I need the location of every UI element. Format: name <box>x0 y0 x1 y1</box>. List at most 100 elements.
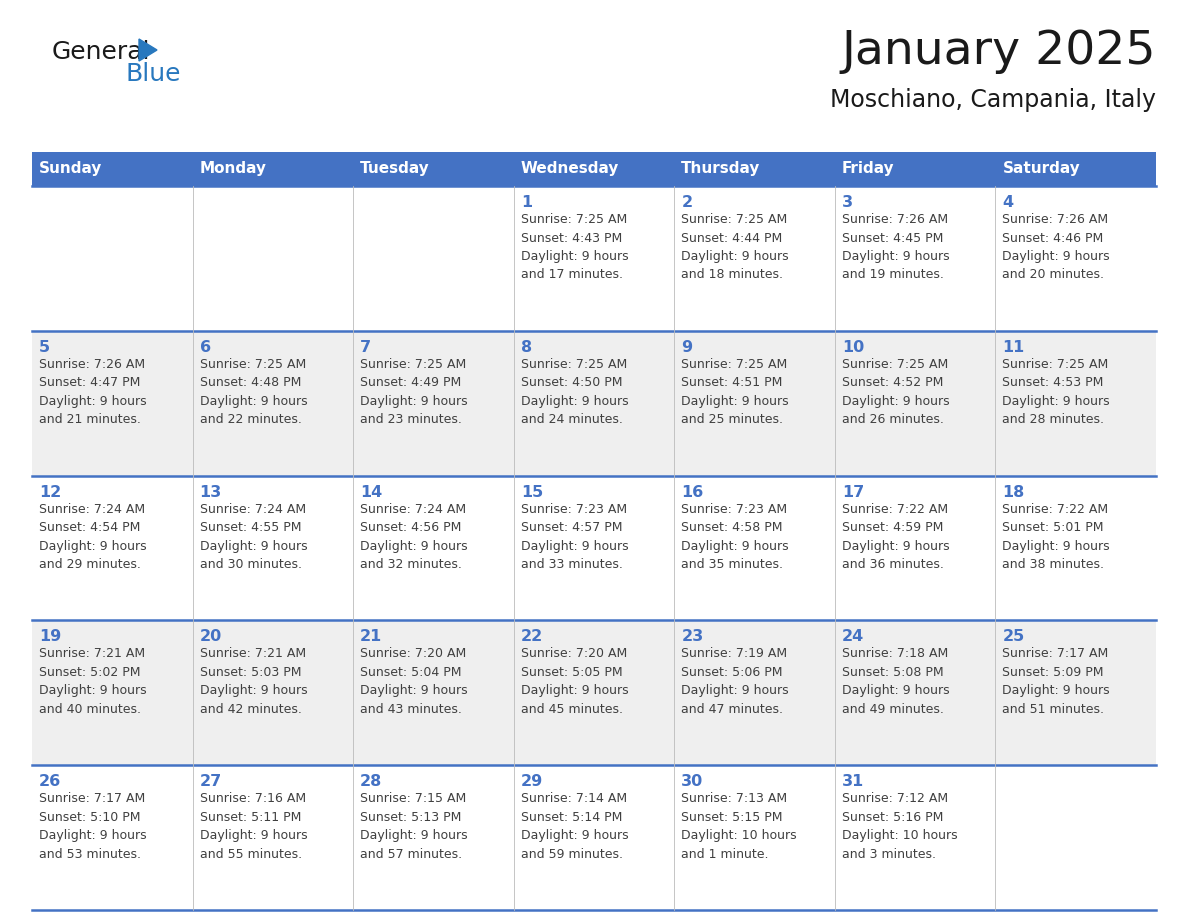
Text: 16: 16 <box>681 485 703 499</box>
Text: 18: 18 <box>1003 485 1025 499</box>
Text: Sunrise: 7:17 AM
Sunset: 5:10 PM
Daylight: 9 hours
and 53 minutes.: Sunrise: 7:17 AM Sunset: 5:10 PM Dayligh… <box>39 792 146 861</box>
Bar <box>192 766 353 910</box>
Text: 9: 9 <box>681 340 693 354</box>
Text: 31: 31 <box>842 774 864 789</box>
Bar <box>835 766 996 910</box>
Text: 5: 5 <box>39 340 50 354</box>
Text: 24: 24 <box>842 630 864 644</box>
Bar <box>513 330 675 476</box>
Bar <box>353 152 513 186</box>
Text: Sunrise: 7:25 AM
Sunset: 4:48 PM
Daylight: 9 hours
and 22 minutes.: Sunrise: 7:25 AM Sunset: 4:48 PM Dayligh… <box>200 358 308 426</box>
Text: Sunrise: 7:14 AM
Sunset: 5:14 PM
Daylight: 9 hours
and 59 minutes.: Sunrise: 7:14 AM Sunset: 5:14 PM Dayligh… <box>520 792 628 861</box>
Bar <box>835 476 996 621</box>
Text: 19: 19 <box>39 630 62 644</box>
Text: 21: 21 <box>360 630 383 644</box>
Text: Sunrise: 7:25 AM
Sunset: 4:51 PM
Daylight: 9 hours
and 25 minutes.: Sunrise: 7:25 AM Sunset: 4:51 PM Dayligh… <box>681 358 789 426</box>
Text: Sunrise: 7:25 AM
Sunset: 4:49 PM
Daylight: 9 hours
and 23 minutes.: Sunrise: 7:25 AM Sunset: 4:49 PM Dayligh… <box>360 358 468 426</box>
Text: 29: 29 <box>520 774 543 789</box>
Bar <box>675 766 835 910</box>
Bar <box>513 766 675 910</box>
Bar <box>192 476 353 621</box>
Text: 14: 14 <box>360 485 383 499</box>
Text: Sunrise: 7:25 AM
Sunset: 4:44 PM
Daylight: 9 hours
and 18 minutes.: Sunrise: 7:25 AM Sunset: 4:44 PM Dayligh… <box>681 213 789 282</box>
Text: 26: 26 <box>39 774 62 789</box>
Text: Sunrise: 7:25 AM
Sunset: 4:43 PM
Daylight: 9 hours
and 17 minutes.: Sunrise: 7:25 AM Sunset: 4:43 PM Dayligh… <box>520 213 628 282</box>
Bar <box>32 186 192 330</box>
Text: Sunrise: 7:13 AM
Sunset: 5:15 PM
Daylight: 10 hours
and 1 minute.: Sunrise: 7:13 AM Sunset: 5:15 PM Dayligh… <box>681 792 797 861</box>
Text: Moschiano, Campania, Italy: Moschiano, Campania, Italy <box>830 88 1156 112</box>
Bar <box>353 766 513 910</box>
Text: 10: 10 <box>842 340 864 354</box>
Text: Sunrise: 7:21 AM
Sunset: 5:03 PM
Daylight: 9 hours
and 42 minutes.: Sunrise: 7:21 AM Sunset: 5:03 PM Dayligh… <box>200 647 308 716</box>
Bar <box>513 152 675 186</box>
Text: Tuesday: Tuesday <box>360 162 430 176</box>
Text: Sunrise: 7:25 AM
Sunset: 4:53 PM
Daylight: 9 hours
and 28 minutes.: Sunrise: 7:25 AM Sunset: 4:53 PM Dayligh… <box>1003 358 1110 426</box>
Bar <box>353 330 513 476</box>
Text: Sunrise: 7:19 AM
Sunset: 5:06 PM
Daylight: 9 hours
and 47 minutes.: Sunrise: 7:19 AM Sunset: 5:06 PM Dayligh… <box>681 647 789 716</box>
Bar <box>32 766 192 910</box>
Text: Sunrise: 7:26 AM
Sunset: 4:45 PM
Daylight: 9 hours
and 19 minutes.: Sunrise: 7:26 AM Sunset: 4:45 PM Dayligh… <box>842 213 949 282</box>
Text: January 2025: January 2025 <box>841 29 1156 74</box>
Bar <box>996 330 1156 476</box>
Text: 1: 1 <box>520 195 532 210</box>
Text: Sunrise: 7:26 AM
Sunset: 4:46 PM
Daylight: 9 hours
and 20 minutes.: Sunrise: 7:26 AM Sunset: 4:46 PM Dayligh… <box>1003 213 1110 282</box>
Text: Sunrise: 7:16 AM
Sunset: 5:11 PM
Daylight: 9 hours
and 55 minutes.: Sunrise: 7:16 AM Sunset: 5:11 PM Dayligh… <box>200 792 308 861</box>
Bar <box>996 766 1156 910</box>
Bar <box>192 186 353 330</box>
Bar <box>513 186 675 330</box>
Text: Sunrise: 7:22 AM
Sunset: 4:59 PM
Daylight: 9 hours
and 36 minutes.: Sunrise: 7:22 AM Sunset: 4:59 PM Dayligh… <box>842 502 949 571</box>
Text: Sunrise: 7:24 AM
Sunset: 4:55 PM
Daylight: 9 hours
and 30 minutes.: Sunrise: 7:24 AM Sunset: 4:55 PM Dayligh… <box>200 502 308 571</box>
Text: 7: 7 <box>360 340 372 354</box>
Bar <box>835 152 996 186</box>
Text: 11: 11 <box>1003 340 1025 354</box>
Polygon shape <box>139 39 157 61</box>
Text: 22: 22 <box>520 630 543 644</box>
Text: Sunrise: 7:12 AM
Sunset: 5:16 PM
Daylight: 10 hours
and 3 minutes.: Sunrise: 7:12 AM Sunset: 5:16 PM Dayligh… <box>842 792 958 861</box>
Text: 28: 28 <box>360 774 383 789</box>
Text: 27: 27 <box>200 774 222 789</box>
Text: Friday: Friday <box>842 162 895 176</box>
Text: 12: 12 <box>39 485 62 499</box>
Text: Sunrise: 7:26 AM
Sunset: 4:47 PM
Daylight: 9 hours
and 21 minutes.: Sunrise: 7:26 AM Sunset: 4:47 PM Dayligh… <box>39 358 146 426</box>
Bar <box>32 621 192 766</box>
Bar <box>192 621 353 766</box>
Bar <box>675 186 835 330</box>
Text: Sunrise: 7:20 AM
Sunset: 5:04 PM
Daylight: 9 hours
and 43 minutes.: Sunrise: 7:20 AM Sunset: 5:04 PM Dayligh… <box>360 647 468 716</box>
Bar <box>675 152 835 186</box>
Text: Sunrise: 7:22 AM
Sunset: 5:01 PM
Daylight: 9 hours
and 38 minutes.: Sunrise: 7:22 AM Sunset: 5:01 PM Dayligh… <box>1003 502 1110 571</box>
Text: Saturday: Saturday <box>1003 162 1080 176</box>
Text: Monday: Monday <box>200 162 266 176</box>
Text: Sunrise: 7:15 AM
Sunset: 5:13 PM
Daylight: 9 hours
and 57 minutes.: Sunrise: 7:15 AM Sunset: 5:13 PM Dayligh… <box>360 792 468 861</box>
Bar <box>996 621 1156 766</box>
Bar <box>353 621 513 766</box>
Text: Sunrise: 7:25 AM
Sunset: 4:52 PM
Daylight: 9 hours
and 26 minutes.: Sunrise: 7:25 AM Sunset: 4:52 PM Dayligh… <box>842 358 949 426</box>
Bar <box>32 476 192 621</box>
Bar <box>675 330 835 476</box>
Bar <box>192 152 353 186</box>
Text: Thursday: Thursday <box>681 162 760 176</box>
Text: Sunrise: 7:17 AM
Sunset: 5:09 PM
Daylight: 9 hours
and 51 minutes.: Sunrise: 7:17 AM Sunset: 5:09 PM Dayligh… <box>1003 647 1110 716</box>
Bar <box>675 476 835 621</box>
Text: 3: 3 <box>842 195 853 210</box>
Bar <box>513 621 675 766</box>
Text: 17: 17 <box>842 485 864 499</box>
Text: Sunrise: 7:24 AM
Sunset: 4:54 PM
Daylight: 9 hours
and 29 minutes.: Sunrise: 7:24 AM Sunset: 4:54 PM Dayligh… <box>39 502 146 571</box>
Text: 23: 23 <box>681 630 703 644</box>
Text: 13: 13 <box>200 485 222 499</box>
Text: Sunrise: 7:23 AM
Sunset: 4:58 PM
Daylight: 9 hours
and 35 minutes.: Sunrise: 7:23 AM Sunset: 4:58 PM Dayligh… <box>681 502 789 571</box>
Text: 2: 2 <box>681 195 693 210</box>
Bar <box>835 186 996 330</box>
Text: Sunrise: 7:21 AM
Sunset: 5:02 PM
Daylight: 9 hours
and 40 minutes.: Sunrise: 7:21 AM Sunset: 5:02 PM Dayligh… <box>39 647 146 716</box>
Bar <box>32 152 192 186</box>
Text: Sunrise: 7:23 AM
Sunset: 4:57 PM
Daylight: 9 hours
and 33 minutes.: Sunrise: 7:23 AM Sunset: 4:57 PM Dayligh… <box>520 502 628 571</box>
Bar <box>32 330 192 476</box>
Bar <box>675 621 835 766</box>
Bar <box>353 186 513 330</box>
Text: Sunrise: 7:18 AM
Sunset: 5:08 PM
Daylight: 9 hours
and 49 minutes.: Sunrise: 7:18 AM Sunset: 5:08 PM Dayligh… <box>842 647 949 716</box>
Bar <box>996 152 1156 186</box>
Text: Sunday: Sunday <box>39 162 102 176</box>
Text: 30: 30 <box>681 774 703 789</box>
Text: General: General <box>52 40 151 64</box>
Bar <box>835 330 996 476</box>
Text: Sunrise: 7:25 AM
Sunset: 4:50 PM
Daylight: 9 hours
and 24 minutes.: Sunrise: 7:25 AM Sunset: 4:50 PM Dayligh… <box>520 358 628 426</box>
